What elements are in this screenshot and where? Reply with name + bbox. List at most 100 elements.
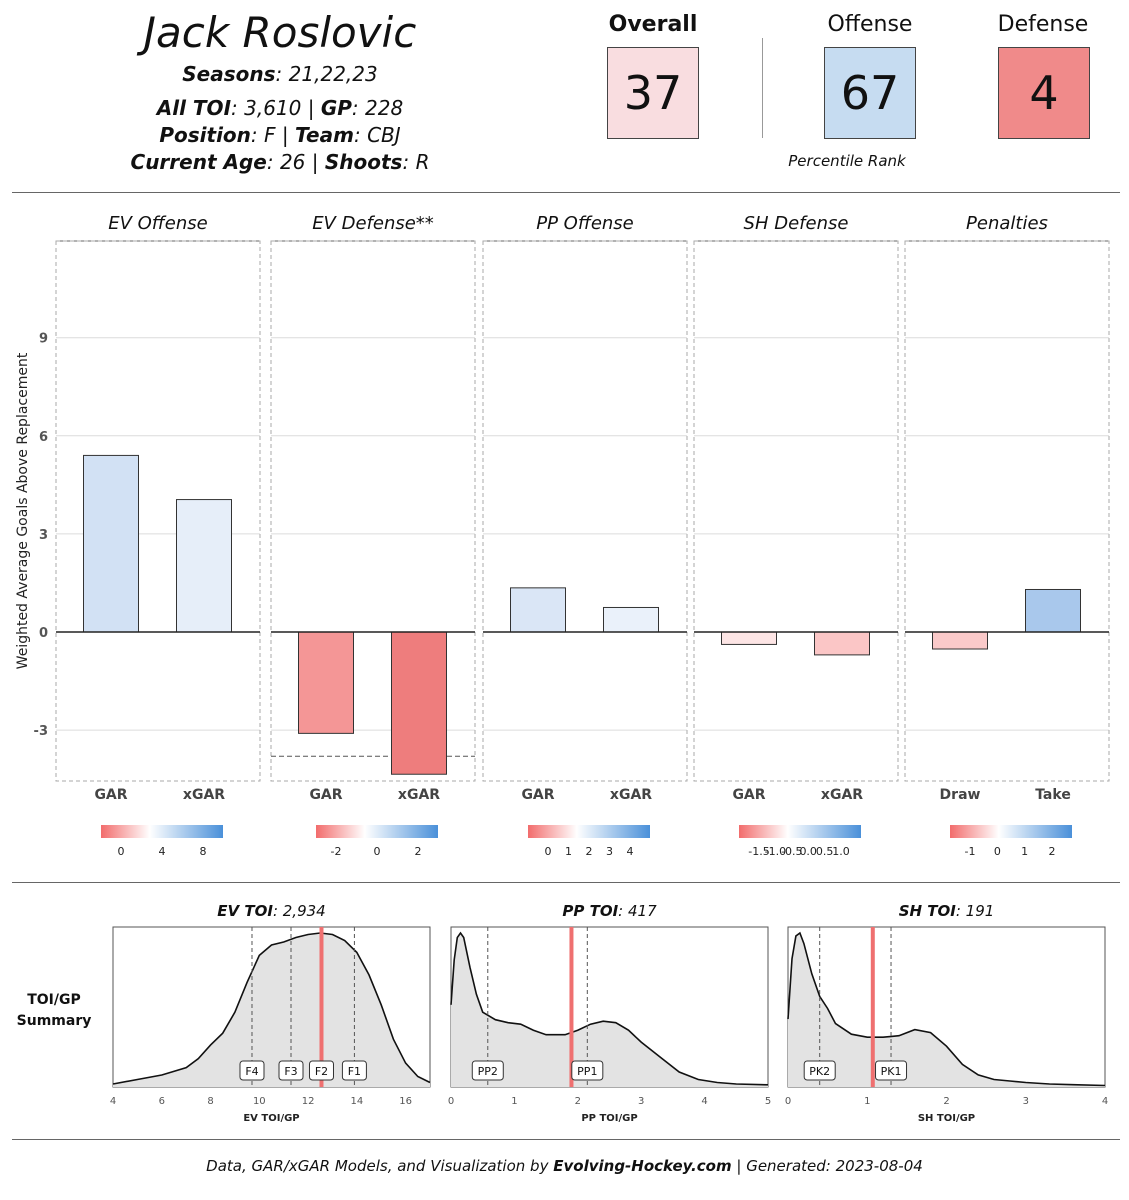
toi-summary-line-1: TOI/GP <box>27 992 81 1008</box>
seasons-label: Seasons <box>182 62 276 86</box>
panel-sh-defense: SH Defense GAR xGAR -1.5-1.0-0.50.00.51.0 <box>693 213 899 858</box>
marker-label-box <box>471 1060 504 1081</box>
panel-frame <box>482 240 688 782</box>
legend-tick-label: -1 <box>965 845 976 858</box>
defense-label: Defense <box>997 12 1089 37</box>
density-title-label: SH TOI <box>899 902 957 920</box>
marker-label-box <box>308 1060 334 1081</box>
y-axis-label: Weighted Average Goals Above Replacement <box>15 352 31 669</box>
legend-tick-label: 4 <box>627 845 634 858</box>
footer-prefix: Data, GAR/xGAR Models, and Visualization… <box>206 1157 549 1175</box>
density-title-value: : 2,934 <box>273 902 326 920</box>
density-area <box>451 933 768 1087</box>
legend-tick-label: -2 <box>331 845 342 858</box>
legend-tick-label: 1 <box>565 845 572 858</box>
footer-generated-label: Generated: <box>746 1157 831 1175</box>
bar-gar <box>298 631 354 734</box>
marker-label-box <box>571 1060 604 1081</box>
density-area <box>788 933 1105 1087</box>
bar-xgar <box>603 606 659 633</box>
offense-label: Offense <box>827 12 913 37</box>
age-shoots-line: Current Age: 26 | Shoots: R <box>130 150 430 174</box>
shoots-label: Shoots <box>324 150 403 174</box>
color-legend-bar <box>739 825 861 838</box>
marker-label-box <box>278 1060 304 1081</box>
marker-label: PP1 <box>577 1065 597 1078</box>
bar-xgar <box>814 631 870 656</box>
x-axis-label: EV TOI/GP <box>243 1113 299 1124</box>
legend-tick-label: 0 <box>118 845 125 858</box>
footer-brand: Evolving-Hockey.com <box>553 1157 732 1175</box>
overall-label: Overall <box>608 12 698 37</box>
x-tick-label: 6 <box>159 1096 165 1107</box>
age-value: 26 <box>279 150 306 174</box>
defense-rank-box: 4 <box>998 47 1090 139</box>
density-title: EV TOI: 2,934 <box>217 902 325 920</box>
y-tick-label: 3 <box>39 528 48 543</box>
x-tick-label: xGAR <box>398 787 440 803</box>
x-tick-label: 5 <box>765 1096 771 1107</box>
shoots-value: R <box>415 150 430 174</box>
x-tick-label: GAR <box>521 787 554 803</box>
x-tick-label: GAR <box>309 787 342 803</box>
x-tick-label: 2 <box>943 1096 949 1107</box>
position-label: Position <box>159 123 251 147</box>
age-label: Current Age <box>130 150 267 174</box>
panel-ev-offense: EV Offense GAR xGAR 0 4 8 <box>55 213 261 858</box>
x-tick-label: 4 <box>701 1096 707 1107</box>
x-tick-label: 1 <box>511 1096 517 1107</box>
color-legend-bar <box>950 825 1072 838</box>
x-tick-label: 3 <box>638 1096 644 1107</box>
density-panel-pp: PP TOI: 417 PP2 PP1 0 1 2 3 4 5 PP TOI/GP <box>448 902 771 1124</box>
density-curve <box>450 931 769 1086</box>
panel-title: EV Offense <box>108 213 208 234</box>
panel-pp-offense: PP Offense GAR xGAR 0 1 2 3 4 <box>482 213 688 858</box>
gar-bar-chart: Weighted Average Goals Above Replacement… <box>15 213 1110 858</box>
footer: Data, GAR/xGAR Models, and Visualization… <box>0 1157 1129 1175</box>
marker-label: F4 <box>245 1065 258 1078</box>
toi-summary-line-2: Summary <box>16 1013 92 1029</box>
density-title: SH TOI: 191 <box>899 902 995 920</box>
position-value: F <box>264 123 276 147</box>
legend-tick-label: 1 <box>1021 845 1028 858</box>
toi-gp-line: All TOI: 3,610 | GP: 228 <box>156 96 404 120</box>
rank-divider <box>762 38 763 138</box>
y-tick-label: -3 <box>34 724 48 739</box>
color-legend-bar <box>101 825 223 838</box>
x-tick-label: GAR <box>94 787 127 803</box>
density-panel-sh: SH TOI: 191 PK2 PK1 0 1 2 3 4 SH TOI/GP <box>785 902 1108 1124</box>
team-label: Team <box>294 123 354 147</box>
gp-label: GP <box>320 96 352 120</box>
x-tick-label: 1 <box>864 1096 870 1107</box>
x-tick-label: 8 <box>207 1096 213 1107</box>
x-tick-label: 14 <box>350 1096 363 1107</box>
color-legend-bar <box>316 825 438 838</box>
bar-gar <box>721 631 777 645</box>
panel-frame <box>55 240 261 782</box>
panel-penalties: Penalties Draw Take -1 0 1 2 <box>904 213 1110 858</box>
toi-summary-label: TOI/GP Summary <box>14 990 94 1032</box>
x-tick-label: xGAR <box>183 787 225 803</box>
marker-label: F1 <box>348 1065 361 1078</box>
x-axis-label: PP TOI/GP <box>581 1113 637 1124</box>
divider-top <box>12 192 1120 193</box>
bar-xgar <box>391 631 447 775</box>
bar-gar <box>510 587 566 633</box>
x-tick-label: 16 <box>399 1096 412 1107</box>
marker-label-box <box>803 1060 836 1081</box>
divider-middle <box>12 882 1120 883</box>
legend-tick-label: 0 <box>994 845 1001 858</box>
overall-rank-box: 37 <box>607 47 699 139</box>
legend-tick-label: 4 <box>159 845 166 858</box>
legend-tick-label: 8 <box>200 845 207 858</box>
y-tick-label: 9 <box>39 332 48 347</box>
panel-frame <box>904 240 1110 782</box>
density-panel-ev: EV TOI: 2,934 F4 F3 F2 F1 4 6 8 10 12 14 16 EV TOI/G… <box>110 902 431 1124</box>
x-tick-label: Draw <box>940 787 981 803</box>
density-area <box>113 933 430 1087</box>
bar-gar <box>83 454 139 633</box>
x-tick-label: 0 <box>448 1096 454 1107</box>
team-value: CBJ <box>367 123 401 147</box>
legend-tick-label: -1.5 <box>748 845 769 858</box>
divider-bottom <box>12 1139 1120 1140</box>
